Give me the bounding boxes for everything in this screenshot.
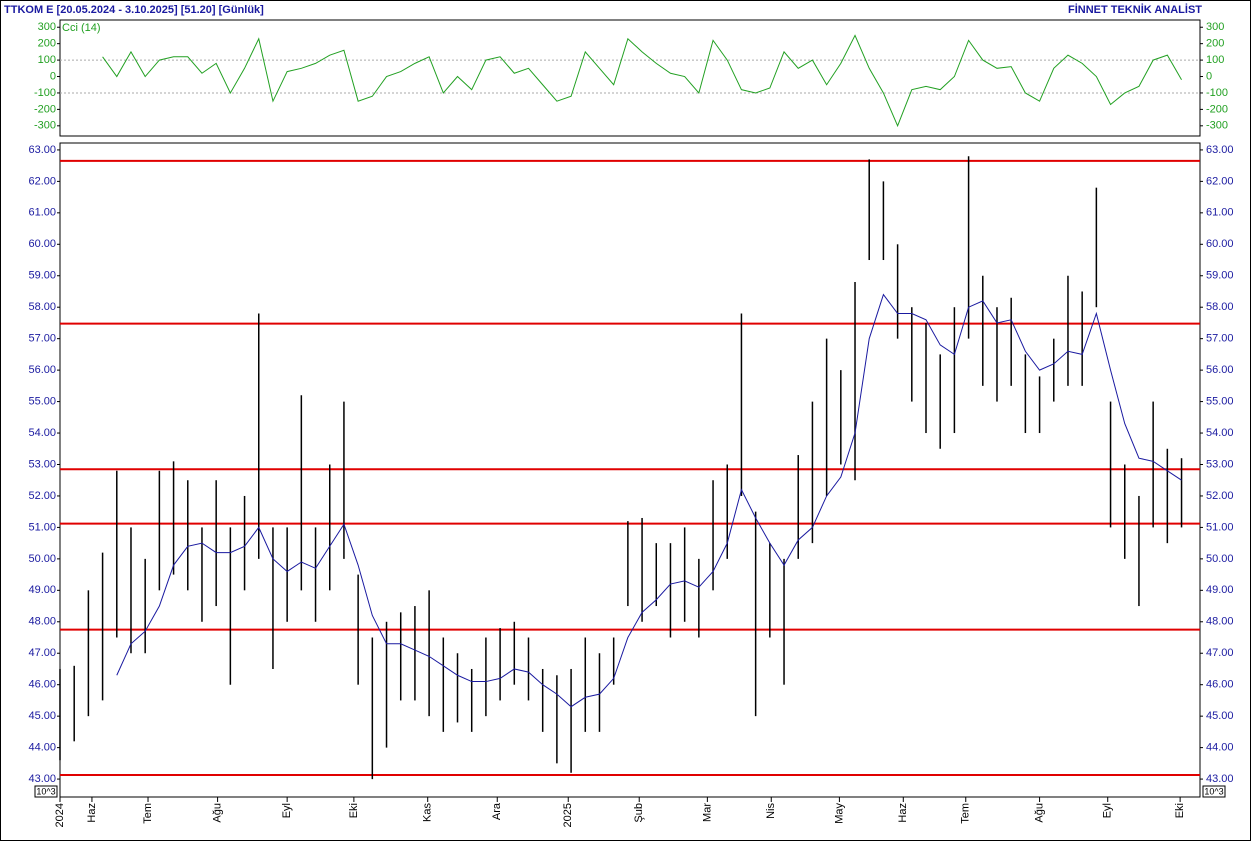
y-tick-label: 45.00 bbox=[1206, 710, 1234, 722]
y-tick-label: 63.00 bbox=[28, 144, 56, 156]
unit-label: 10^3 bbox=[36, 786, 55, 796]
unit-box bbox=[1202, 785, 1226, 798]
y-tick-label: 53.00 bbox=[28, 458, 56, 470]
x-tick-label: May bbox=[833, 803, 845, 824]
y-tick-label: 47.00 bbox=[28, 647, 56, 659]
y-tick-label: 61.00 bbox=[28, 207, 56, 219]
y-tick-label: 58.00 bbox=[1206, 301, 1234, 313]
y-tick-label: 54.00 bbox=[28, 427, 56, 439]
x-tick-label: 2024 bbox=[54, 803, 66, 827]
y-tick-label: 44.00 bbox=[28, 742, 56, 754]
y-tick-label: -300 bbox=[34, 120, 56, 132]
y-tick-label: -300 bbox=[1206, 120, 1228, 132]
y-tick-label: 51.00 bbox=[28, 521, 56, 533]
y-tick-label: 44.00 bbox=[1206, 742, 1234, 754]
y-tick-label: 59.00 bbox=[28, 270, 56, 282]
y-tick-label: 45.00 bbox=[28, 710, 56, 722]
unit-label: 10^3 bbox=[1204, 786, 1223, 796]
y-tick-label: 56.00 bbox=[1206, 364, 1234, 376]
y-tick-label: 59.00 bbox=[1206, 270, 1234, 282]
y-tick-label: 52.00 bbox=[28, 490, 56, 502]
x-tick-label: Ağu bbox=[1033, 803, 1045, 823]
y-tick-label: 200 bbox=[1206, 38, 1224, 50]
y-tick-label: 49.00 bbox=[1206, 584, 1234, 596]
y-tick-label: 53.00 bbox=[1206, 458, 1234, 470]
x-tick-label: Şub bbox=[633, 803, 645, 823]
cci-panel bbox=[59, 19, 1201, 137]
chart-title: TTKOM E [20.05.2024 - 3.10.2025] [51.20]… bbox=[4, 4, 264, 16]
y-tick-label: 0 bbox=[50, 70, 56, 82]
y-tick-label: 60.00 bbox=[1206, 238, 1234, 250]
x-tick-label: Haz bbox=[897, 803, 909, 823]
y-tick-label: 100 bbox=[1206, 54, 1224, 66]
y-tick-label: 50.00 bbox=[28, 553, 56, 565]
y-tick-label: -200 bbox=[1206, 103, 1228, 115]
x-tick-label: Tem bbox=[960, 803, 972, 824]
y-tick-label: 46.00 bbox=[28, 679, 56, 691]
y-tick-label: 43.00 bbox=[1206, 773, 1234, 785]
y-tick-label: 55.00 bbox=[1206, 395, 1234, 407]
indicator-title: Cci (14) bbox=[62, 22, 101, 34]
y-tick-label: 55.00 bbox=[28, 395, 56, 407]
x-tick-label: Kas bbox=[422, 803, 434, 822]
y-tick-label: 51.00 bbox=[1206, 521, 1234, 533]
y-tick-label: 47.00 bbox=[1206, 647, 1234, 659]
cci-line bbox=[102, 34, 1182, 128]
x-tick-label: Tem bbox=[142, 803, 154, 824]
y-tick-label: 63.00 bbox=[1206, 144, 1234, 156]
x-tick-label: Eki bbox=[1174, 803, 1186, 818]
y-tick-label: 43.00 bbox=[28, 773, 56, 785]
y-tick-label: 62.00 bbox=[1206, 175, 1234, 187]
y-tick-label: 49.00 bbox=[28, 584, 56, 596]
x-tick-label: 2025 bbox=[562, 803, 574, 827]
y-tick-label: 100 bbox=[38, 54, 56, 66]
y-tick-label: 60.00 bbox=[28, 238, 56, 250]
y-tick-label: 48.00 bbox=[28, 616, 56, 628]
y-tick-label: 52.00 bbox=[1206, 490, 1234, 502]
x-tick-label: Eki bbox=[348, 803, 360, 818]
x-tick-label: Nis bbox=[765, 803, 777, 819]
y-tick-label: -200 bbox=[34, 103, 56, 115]
y-tick-label: 58.00 bbox=[28, 301, 56, 313]
y-tick-label: 300 bbox=[38, 21, 56, 33]
y-tick-label: 57.00 bbox=[1206, 333, 1234, 345]
x-tick-label: Eyl bbox=[1102, 803, 1114, 818]
x-tick-label: Haz bbox=[86, 803, 98, 823]
x-tick-label: Ağu bbox=[211, 803, 223, 823]
y-tick-label: -100 bbox=[34, 87, 56, 99]
y-tick-label: 200 bbox=[38, 38, 56, 50]
y-tick-label: 61.00 bbox=[1206, 207, 1234, 219]
unit-box bbox=[34, 785, 58, 798]
y-tick-label: 54.00 bbox=[1206, 427, 1234, 439]
y-tick-label: 62.00 bbox=[28, 175, 56, 187]
x-tick-label: Mar bbox=[701, 803, 713, 822]
y-tick-label: 48.00 bbox=[1206, 616, 1234, 628]
y-tick-label: -100 bbox=[1206, 87, 1228, 99]
y-tick-label: 50.00 bbox=[1206, 553, 1234, 565]
x-tick-label: Ara bbox=[491, 802, 503, 820]
brand: FİNNET TEKNİK ANALİST bbox=[1068, 3, 1202, 16]
y-tick-label: 56.00 bbox=[28, 364, 56, 376]
y-tick-label: 46.00 bbox=[1206, 679, 1234, 691]
y-tick-label: 57.00 bbox=[28, 333, 56, 345]
y-tick-label: 300 bbox=[1206, 21, 1224, 33]
moving-average bbox=[116, 293, 1182, 708]
y-tick-label: 0 bbox=[1206, 70, 1212, 82]
x-tick-label: Eyl bbox=[281, 803, 293, 818]
